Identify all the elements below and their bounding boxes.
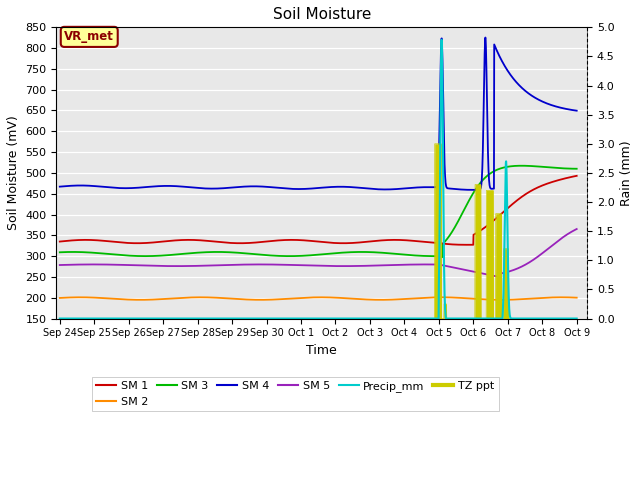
Legend: SM 1, SM 2, SM 3, SM 4, SM 5, Precip_mm, TZ ppt: SM 1, SM 2, SM 3, SM 4, SM 5, Precip_mm,… bbox=[92, 376, 499, 411]
Text: VR_met: VR_met bbox=[64, 30, 114, 43]
Title: Soil Moisture: Soil Moisture bbox=[273, 7, 371, 22]
Y-axis label: Soil Moisture (mV): Soil Moisture (mV) bbox=[7, 116, 20, 230]
Y-axis label: Rain (mm): Rain (mm) bbox=[620, 140, 633, 206]
X-axis label: Time: Time bbox=[307, 344, 337, 357]
